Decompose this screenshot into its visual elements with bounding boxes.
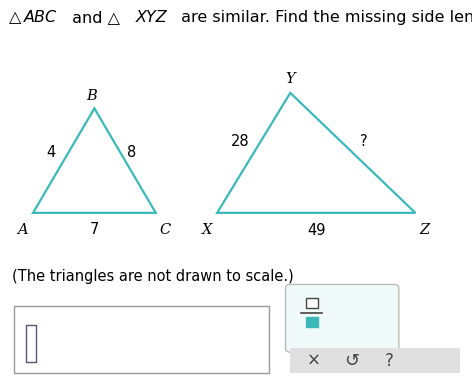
- Text: ?: ?: [360, 134, 367, 149]
- Text: 8: 8: [126, 145, 136, 159]
- Bar: [26, 325, 36, 362]
- Text: ×: ×: [307, 352, 321, 370]
- Text: 28: 28: [230, 134, 249, 149]
- Text: C: C: [160, 223, 171, 237]
- Text: 7: 7: [90, 222, 99, 236]
- Text: ↺: ↺: [344, 352, 359, 370]
- Text: 49: 49: [307, 223, 326, 238]
- FancyBboxPatch shape: [286, 284, 399, 352]
- Text: ?: ?: [385, 352, 394, 370]
- Text: Z: Z: [420, 223, 430, 237]
- Bar: [14, 306, 269, 373]
- Text: and △: and △: [67, 10, 120, 25]
- Text: XYZ: XYZ: [135, 10, 167, 25]
- Text: ABC: ABC: [24, 10, 58, 25]
- Bar: [290, 348, 460, 373]
- Text: Y: Y: [286, 72, 295, 86]
- Text: △: △: [8, 10, 21, 25]
- Bar: [306, 298, 318, 308]
- Text: B: B: [87, 89, 97, 103]
- Text: (The triangles are not drawn to scale.): (The triangles are not drawn to scale.): [12, 269, 294, 284]
- Text: A: A: [17, 223, 28, 237]
- Text: are similar. Find the missing side length.: are similar. Find the missing side lengt…: [176, 10, 472, 25]
- Text: 4: 4: [46, 145, 56, 159]
- Text: X: X: [202, 223, 212, 237]
- Bar: [306, 317, 318, 327]
